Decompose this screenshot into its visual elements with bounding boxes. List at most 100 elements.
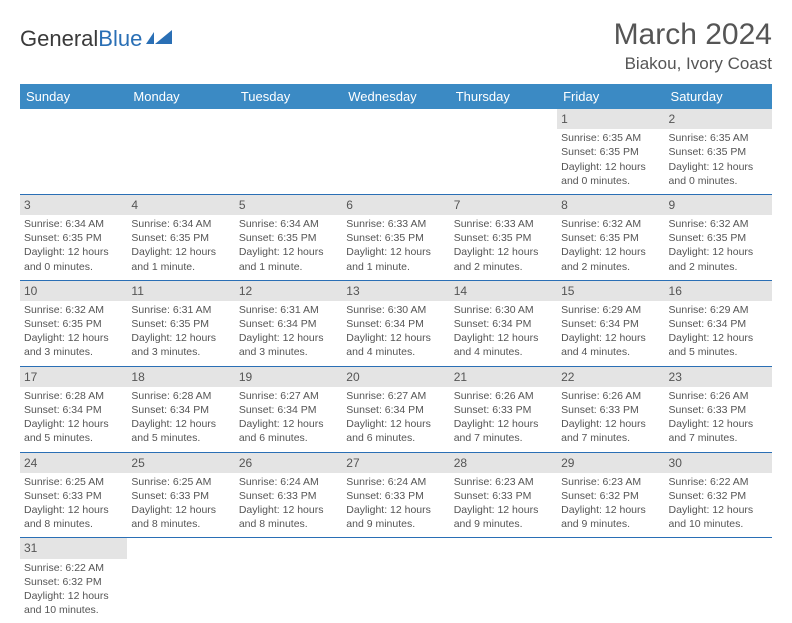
day-number: 11 [127,281,234,301]
calendar-cell [450,109,557,194]
sunrise-line: Sunrise: 6:33 AM [346,217,445,231]
sunrise-line: Sunrise: 6:35 AM [561,131,660,145]
day-number: 31 [20,538,127,558]
day-header: Sunday [20,84,127,109]
daylight-line: Daylight: 12 hours and 1 minute. [346,245,445,273]
day-header: Tuesday [235,84,342,109]
day-number: 22 [557,367,664,387]
calendar-table: SundayMondayTuesdayWednesdayThursdayFrid… [20,84,772,623]
calendar-cell [127,109,234,194]
sunset-line: Sunset: 6:35 PM [561,231,660,245]
sunrise-line: Sunrise: 6:28 AM [131,389,230,403]
day-number: 29 [557,453,664,473]
day-number: 10 [20,281,127,301]
daylight-line: Daylight: 12 hours and 10 minutes. [24,589,123,617]
calendar-cell: 1Sunrise: 6:35 AMSunset: 6:35 PMDaylight… [557,109,664,194]
sunset-line: Sunset: 6:34 PM [669,317,768,331]
calendar-body: 1Sunrise: 6:35 AMSunset: 6:35 PMDaylight… [20,109,772,623]
calendar-cell: 23Sunrise: 6:26 AMSunset: 6:33 PMDayligh… [665,366,772,452]
day-header: Monday [127,84,234,109]
title-block: March 2024 Biakou, Ivory Coast [614,18,772,74]
daylight-line: Daylight: 12 hours and 6 minutes. [346,417,445,445]
daylight-line: Daylight: 12 hours and 4 minutes. [561,331,660,359]
sunset-line: Sunset: 6:34 PM [346,317,445,331]
calendar-cell: 2Sunrise: 6:35 AMSunset: 6:35 PMDaylight… [665,109,772,194]
daylight-line: Daylight: 12 hours and 5 minutes. [669,331,768,359]
sunset-line: Sunset: 6:33 PM [131,489,230,503]
calendar-cell [665,538,772,623]
sunset-line: Sunset: 6:33 PM [239,489,338,503]
logo-text-general: General [20,26,98,52]
sunrise-line: Sunrise: 6:30 AM [454,303,553,317]
sunset-line: Sunset: 6:32 PM [561,489,660,503]
sunrise-line: Sunrise: 6:34 AM [239,217,338,231]
day-header: Friday [557,84,664,109]
sunrise-line: Sunrise: 6:22 AM [24,561,123,575]
daylight-line: Daylight: 12 hours and 2 minutes. [561,245,660,273]
daylight-line: Daylight: 12 hours and 8 minutes. [24,503,123,531]
calendar-cell: 24Sunrise: 6:25 AMSunset: 6:33 PMDayligh… [20,452,127,538]
calendar-cell: 6Sunrise: 6:33 AMSunset: 6:35 PMDaylight… [342,194,449,280]
calendar-cell [342,109,449,194]
daylight-line: Daylight: 12 hours and 4 minutes. [454,331,553,359]
day-number: 25 [127,453,234,473]
sunset-line: Sunset: 6:34 PM [454,317,553,331]
sunset-line: Sunset: 6:33 PM [561,403,660,417]
calendar-row: 3Sunrise: 6:34 AMSunset: 6:35 PMDaylight… [20,194,772,280]
calendar-cell: 19Sunrise: 6:27 AMSunset: 6:34 PMDayligh… [235,366,342,452]
calendar-cell: 5Sunrise: 6:34 AMSunset: 6:35 PMDaylight… [235,194,342,280]
sunset-line: Sunset: 6:35 PM [131,231,230,245]
location: Biakou, Ivory Coast [614,54,772,74]
day-header-row: SundayMondayTuesdayWednesdayThursdayFrid… [20,84,772,109]
daylight-line: Daylight: 12 hours and 9 minutes. [346,503,445,531]
daylight-line: Daylight: 12 hours and 1 minute. [131,245,230,273]
day-number: 15 [557,281,664,301]
day-number: 19 [235,367,342,387]
daylight-line: Daylight: 12 hours and 3 minutes. [239,331,338,359]
calendar-cell [235,109,342,194]
calendar-cell: 14Sunrise: 6:30 AMSunset: 6:34 PMDayligh… [450,280,557,366]
sunrise-line: Sunrise: 6:22 AM [669,475,768,489]
sunrise-line: Sunrise: 6:24 AM [346,475,445,489]
sunrise-line: Sunrise: 6:28 AM [24,389,123,403]
daylight-line: Daylight: 12 hours and 5 minutes. [131,417,230,445]
day-header: Saturday [665,84,772,109]
day-header: Wednesday [342,84,449,109]
day-number: 27 [342,453,449,473]
day-number: 13 [342,281,449,301]
daylight-line: Daylight: 12 hours and 10 minutes. [669,503,768,531]
day-number: 1 [557,109,664,129]
sunrise-line: Sunrise: 6:32 AM [669,217,768,231]
day-number: 9 [665,195,772,215]
sunset-line: Sunset: 6:35 PM [24,317,123,331]
sunrise-line: Sunrise: 6:31 AM [239,303,338,317]
day-number: 16 [665,281,772,301]
calendar-row: 31Sunrise: 6:22 AMSunset: 6:32 PMDayligh… [20,538,772,623]
calendar-cell: 16Sunrise: 6:29 AMSunset: 6:34 PMDayligh… [665,280,772,366]
day-number: 4 [127,195,234,215]
calendar-cell: 25Sunrise: 6:25 AMSunset: 6:33 PMDayligh… [127,452,234,538]
daylight-line: Daylight: 12 hours and 2 minutes. [454,245,553,273]
day-number: 12 [235,281,342,301]
sunset-line: Sunset: 6:34 PM [239,317,338,331]
calendar-cell: 7Sunrise: 6:33 AMSunset: 6:35 PMDaylight… [450,194,557,280]
calendar-cell: 22Sunrise: 6:26 AMSunset: 6:33 PMDayligh… [557,366,664,452]
day-number: 26 [235,453,342,473]
calendar-cell: 13Sunrise: 6:30 AMSunset: 6:34 PMDayligh… [342,280,449,366]
calendar-row: 1Sunrise: 6:35 AMSunset: 6:35 PMDaylight… [20,109,772,194]
sunset-line: Sunset: 6:33 PM [669,403,768,417]
calendar-cell: 29Sunrise: 6:23 AMSunset: 6:32 PMDayligh… [557,452,664,538]
calendar-row: 17Sunrise: 6:28 AMSunset: 6:34 PMDayligh… [20,366,772,452]
day-number: 8 [557,195,664,215]
calendar-cell: 8Sunrise: 6:32 AMSunset: 6:35 PMDaylight… [557,194,664,280]
sunrise-line: Sunrise: 6:26 AM [561,389,660,403]
daylight-line: Daylight: 12 hours and 3 minutes. [24,331,123,359]
sunrise-line: Sunrise: 6:25 AM [131,475,230,489]
sunrise-line: Sunrise: 6:24 AM [239,475,338,489]
daylight-line: Daylight: 12 hours and 6 minutes. [239,417,338,445]
calendar-cell [342,538,449,623]
month-title: March 2024 [614,18,772,52]
day-number: 18 [127,367,234,387]
sunset-line: Sunset: 6:35 PM [24,231,123,245]
logo-flag-icon [146,30,174,48]
